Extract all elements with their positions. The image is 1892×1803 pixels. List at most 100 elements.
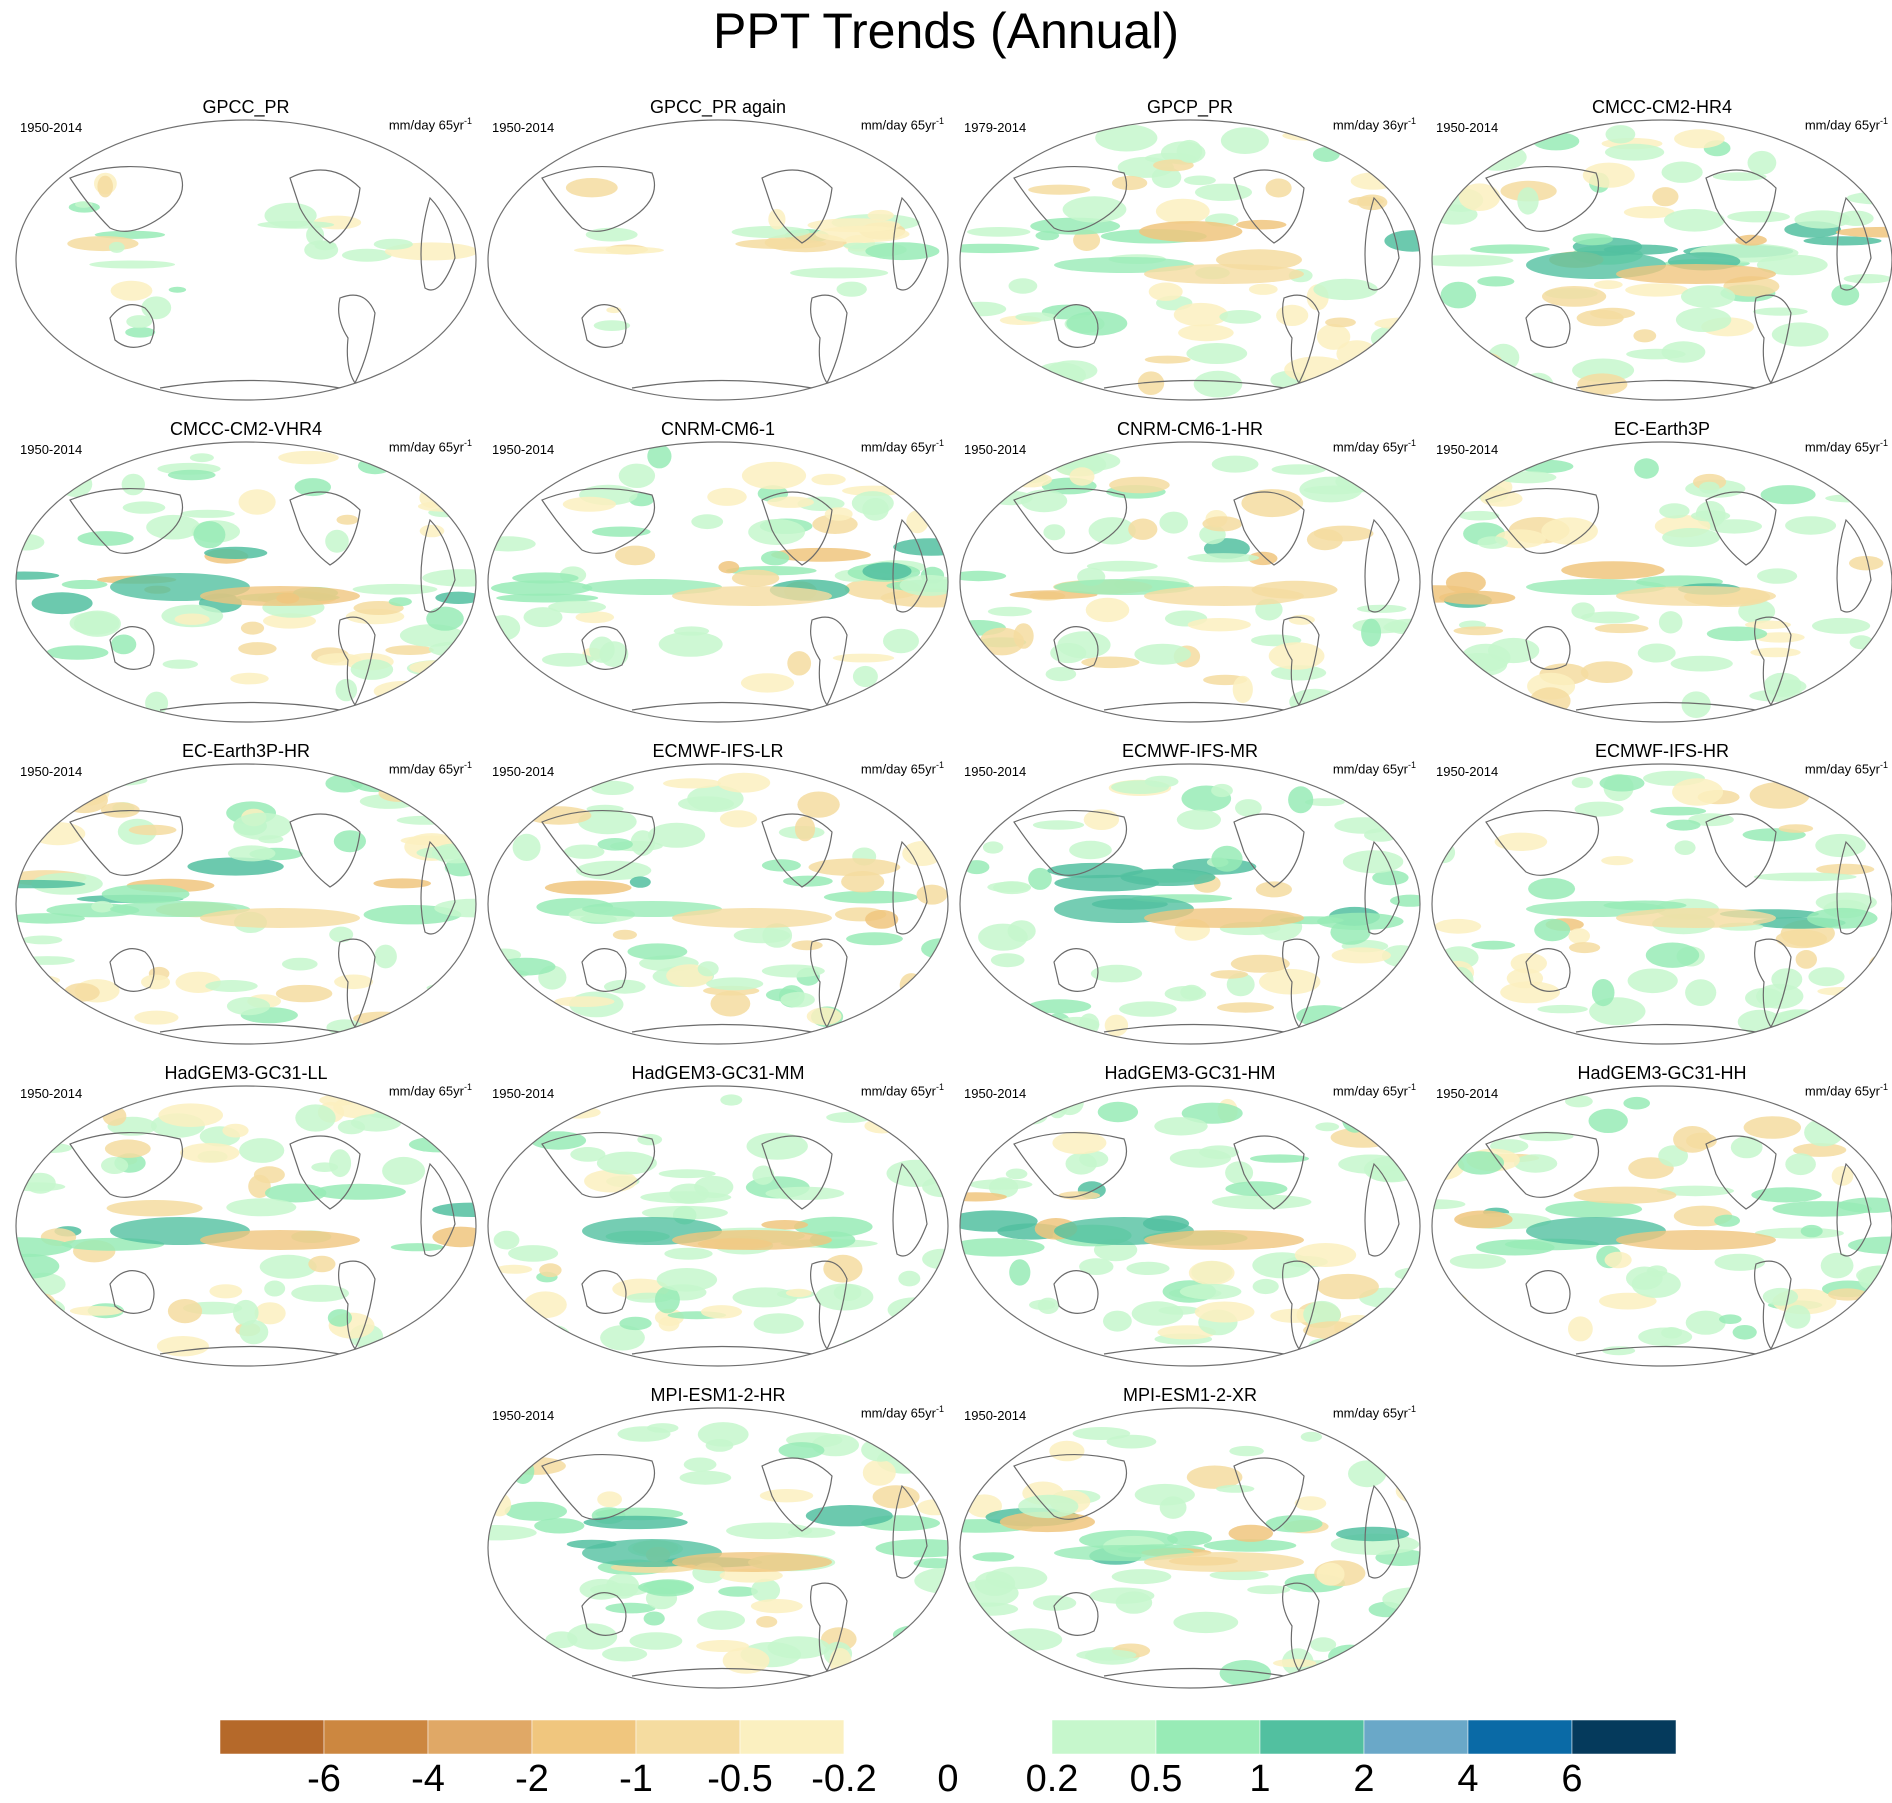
panel-period: 1950-2014 bbox=[20, 764, 83, 779]
panel-units: mm/day 65yr-1 bbox=[1804, 1082, 1888, 1099]
panel-units: mm/day 65yr-1 bbox=[1804, 116, 1888, 133]
panel-period: 1950-2014 bbox=[964, 1086, 1027, 1101]
colorbar-tick-label: 1 bbox=[1249, 1758, 1271, 1800]
panel-period: 1950-2014 bbox=[20, 442, 83, 457]
panel-title: ECMWF-IFS-HR bbox=[1595, 741, 1729, 761]
map-panel: HadGEM3-GC31-HH 1950-2014 mm/day 65yr-1 bbox=[1426, 1062, 1892, 1372]
panel-units: mm/day 65yr-1 bbox=[1804, 438, 1888, 455]
panel-period: 1950-2014 bbox=[1436, 1086, 1499, 1101]
map-panel: HadGEM3-GC31-HM 1950-2014 mm/day 65yr-1 bbox=[954, 1062, 1426, 1372]
panel-units: mm/day 65yr-1 bbox=[1332, 1082, 1416, 1099]
panel-units: mm/day 65yr-1 bbox=[388, 1082, 472, 1099]
panel-title: MPI-ESM1-2-XR bbox=[1122, 1385, 1257, 1405]
colorbar-tick-label: -0.5 bbox=[707, 1758, 773, 1800]
panel-period: 1950-2014 bbox=[492, 120, 555, 135]
panel-period: 1950-2014 bbox=[964, 1408, 1027, 1423]
panel-period: 1950-2014 bbox=[492, 1086, 555, 1101]
panel-title: CMCC-CM2-HR4 bbox=[1592, 97, 1732, 117]
panel-units: mm/day 65yr-1 bbox=[860, 1404, 944, 1421]
panel-title: ECMWF-IFS-MR bbox=[1122, 741, 1258, 761]
colorbar bbox=[220, 1720, 1676, 1754]
world-map bbox=[487, 119, 949, 401]
world-map bbox=[487, 763, 949, 1045]
world-map bbox=[1431, 1085, 1892, 1367]
world-map bbox=[15, 1085, 477, 1367]
panel-title: GPCC_PR bbox=[202, 97, 290, 117]
colorbar-tick-label: 0 bbox=[937, 1758, 959, 1800]
panel-title: EC-Earth3P bbox=[1613, 419, 1711, 439]
panel-period: 1950-2014 bbox=[492, 442, 555, 457]
panel-period: 1950-2014 bbox=[492, 1408, 555, 1423]
panel-period: 1950-2014 bbox=[964, 442, 1027, 457]
colorbar-segment bbox=[1155, 1720, 1261, 1754]
panel-period: 1950-2014 bbox=[20, 120, 83, 135]
colorbar-segment bbox=[323, 1720, 429, 1754]
world-map bbox=[487, 1085, 949, 1367]
panel-title: ECMWF-IFS-LR bbox=[652, 741, 784, 761]
map-panel: MPI-ESM1-2-XR 1950-2014 mm/day 65yr-1 bbox=[954, 1384, 1426, 1694]
panel-units: mm/day 65yr-1 bbox=[860, 438, 944, 455]
colorbar-tick-label: -2 bbox=[515, 1758, 549, 1800]
map-panel: EC-Earth3P-HR 1950-2014 mm/day 65yr-1 bbox=[10, 740, 482, 1050]
panel-units: mm/day 65yr-1 bbox=[388, 116, 472, 133]
panel-units: mm/day 65yr-1 bbox=[860, 760, 944, 777]
colorbar-segment bbox=[1467, 1720, 1573, 1754]
panel-title: CNRM-CM6-1-HR bbox=[1117, 419, 1263, 439]
colorbar-segment bbox=[843, 1720, 949, 1754]
panel-units: mm/day 65yr-1 bbox=[860, 116, 944, 133]
colorbar-segment bbox=[947, 1720, 1053, 1754]
colorbar-tick-label: 0.5 bbox=[1129, 1758, 1183, 1800]
panel-period: 1950-2014 bbox=[1436, 442, 1499, 457]
world-map bbox=[487, 1407, 949, 1689]
map-panel: CMCC-CM2-HR4 1950-2014 mm/day 65yr-1 bbox=[1426, 96, 1892, 406]
panel-period: 1950-2014 bbox=[1436, 120, 1499, 135]
panel-units: mm/day 65yr-1 bbox=[1332, 760, 1416, 777]
panel-period: 1950-2014 bbox=[492, 764, 555, 779]
panel-units: mm/day 65yr-1 bbox=[860, 1082, 944, 1099]
panel-period: 1950-2014 bbox=[1436, 764, 1499, 779]
colorbar-tick-label: 0.2 bbox=[1025, 1758, 1079, 1800]
panel-title: GPCC_PR again bbox=[649, 97, 787, 117]
map-panel: HadGEM3-GC31-MM 1950-2014 mm/day 65yr-1 bbox=[482, 1062, 954, 1372]
world-map bbox=[15, 119, 477, 401]
map-panel: ECMWF-IFS-MR 1950-2014 mm/day 65yr-1 bbox=[954, 740, 1426, 1050]
colorbar-tick-label: 4 bbox=[1457, 1758, 1479, 1800]
panel-period: 1950-2014 bbox=[964, 764, 1027, 779]
world-map bbox=[959, 1085, 1421, 1367]
colorbar-segment bbox=[1363, 1720, 1469, 1754]
panel-period: 1979-2014 bbox=[964, 120, 1027, 135]
colorbar-segment bbox=[1051, 1720, 1157, 1754]
map-panel: CNRM-CM6-1 1950-2014 mm/day 65yr-1 bbox=[482, 418, 954, 728]
colorbar-tick-label: 6 bbox=[1561, 1758, 1583, 1800]
world-map bbox=[1431, 119, 1892, 401]
panel-title: GPCP_PR bbox=[1146, 97, 1234, 117]
panel-title: MPI-ESM1-2-HR bbox=[650, 1385, 786, 1405]
colorbar-tick-label: 2 bbox=[1353, 1758, 1375, 1800]
world-map bbox=[959, 1407, 1421, 1689]
colorbar-segment bbox=[1259, 1720, 1365, 1754]
map-panel: GPCC_PR again 1950-2014 mm/day 65yr-1 bbox=[482, 96, 954, 406]
figure-title: PPT Trends (Annual) bbox=[713, 3, 1179, 59]
colorbar-segment bbox=[220, 1720, 325, 1754]
world-map bbox=[487, 441, 949, 723]
map-panel: GPCP_PR 1979-2014 mm/day 36yr-1 bbox=[954, 96, 1426, 406]
panel-units: mm/day 65yr-1 bbox=[1332, 438, 1416, 455]
colorbar-segment bbox=[1571, 1720, 1676, 1754]
panel-period: 1950-2014 bbox=[20, 1086, 83, 1101]
map-panel: GPCC_PR 1950-2014 mm/day 65yr-1 bbox=[10, 96, 482, 406]
panel-title: EC-Earth3P-HR bbox=[181, 741, 311, 761]
panel-units: mm/day 36yr-1 bbox=[1332, 116, 1416, 133]
map-panel: CNRM-CM6-1-HR 1950-2014 mm/day 65yr-1 bbox=[954, 418, 1426, 728]
world-map bbox=[15, 441, 477, 723]
colorbar-tick-label: -6 bbox=[307, 1758, 341, 1800]
panel-title: HadGEM3-GC31-LL bbox=[164, 1063, 328, 1083]
panel-title: HadGEM3-GC31-HM bbox=[1104, 1063, 1276, 1083]
colorbar-segment bbox=[739, 1720, 845, 1754]
map-panel: HadGEM3-GC31-LL 1950-2014 mm/day 65yr-1 bbox=[10, 1062, 482, 1372]
world-map bbox=[1431, 763, 1892, 1045]
world-map bbox=[15, 763, 477, 1045]
panel-units: mm/day 65yr-1 bbox=[1332, 1404, 1416, 1421]
colorbar-tick-label: -0.2 bbox=[811, 1758, 877, 1800]
world-map bbox=[959, 441, 1421, 723]
colorbar-tick-label: -4 bbox=[411, 1758, 445, 1800]
